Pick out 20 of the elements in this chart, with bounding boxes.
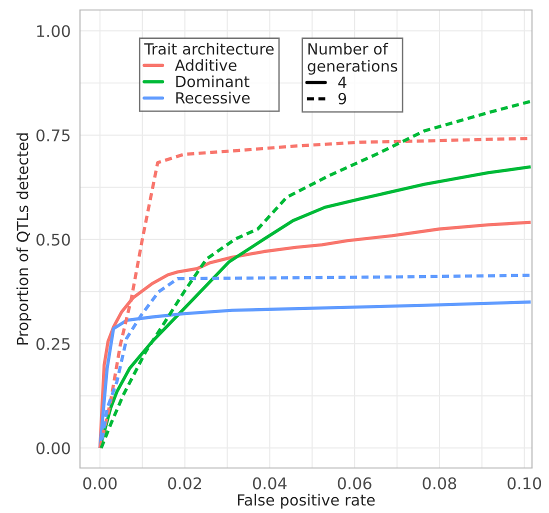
x-tick-label: 0.04 [252,477,287,490]
y-tick-label: 0.75 [36,129,70,142]
y-tick-label: 0.50 [36,234,70,246]
legend-label: Dominant [176,75,250,88]
x-tick-label: 0.02 [168,477,202,490]
x-tick-label: 0.00 [83,477,117,490]
annotation: 9 [338,92,346,104]
x-axis-title: False positive rate [238,494,375,509]
y-axis-title: Proportion of QTLs detected [16,133,32,344]
legend-label: Additive [174,59,236,71]
y-tick-label: 1.00 [37,25,70,38]
x-tick-label: 0.10 [508,477,542,490]
x-tick-label: 0.06 [338,477,372,490]
annotation: 4 [338,76,346,88]
x-tick-label: 0.08 [422,477,456,490]
y-tick-label: 0.25 [36,338,70,350]
legend-label: Recessive [176,92,250,104]
text: Trait architecture [144,42,274,55]
text: Number of generations [308,42,398,75]
y-tick-label: 0.00 [36,442,70,454]
